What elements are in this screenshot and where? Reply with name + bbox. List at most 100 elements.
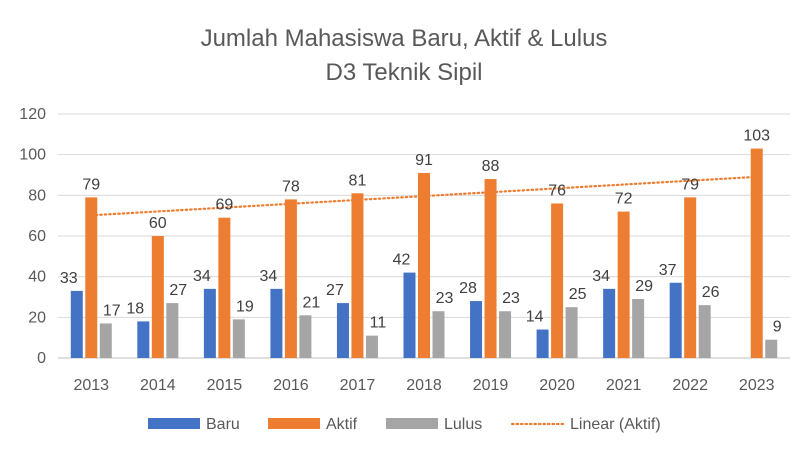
- data-label-aktif: 79: [681, 176, 699, 193]
- data-label-lulus: 25: [569, 286, 587, 303]
- data-label-aktif: 88: [482, 158, 500, 175]
- legend-item-aktif: Aktif: [268, 416, 358, 433]
- y-tick-label: 120: [19, 106, 46, 123]
- legend-item-baru: Baru: [148, 416, 240, 433]
- data-label-baru: 34: [260, 268, 278, 285]
- data-labels: 33 18 34 34 27 42 28 14 34 37 79 60 69 78 81 91 88 76 72 79…: [60, 128, 782, 336]
- x-tick-label: 2022: [672, 377, 708, 394]
- legend-label: Lulus: [444, 416, 482, 433]
- x-tick-label: 2013: [73, 377, 109, 394]
- data-label-lulus: 19: [236, 298, 254, 315]
- bar-baru: [137, 321, 150, 358]
- chart-title-line-2: D3 Teknik Sipil: [326, 59, 483, 86]
- bar-aktif: [750, 148, 763, 358]
- data-label-aktif: 103: [743, 128, 770, 145]
- data-label-lulus: 23: [436, 290, 454, 307]
- data-label-aktif: 76: [548, 182, 566, 199]
- data-label-lulus: 11: [370, 315, 387, 332]
- y-tick-label: 20: [28, 309, 46, 326]
- x-axis-tick-labels: 2013 2014 2015 2016 2017 2018 2019 2020 2021 2022…: [73, 377, 774, 394]
- bar-baru: [470, 301, 483, 358]
- x-tick-label: 2019: [473, 377, 509, 394]
- data-label-lulus: 26: [702, 284, 720, 301]
- bar-lulus: [698, 305, 711, 358]
- data-label-lulus: 29: [635, 278, 653, 295]
- bar-aktif: [684, 197, 697, 358]
- legend-label: Linear (Aktif): [570, 416, 661, 433]
- bar-aktif: [218, 217, 231, 358]
- data-label-aktif: 81: [349, 172, 367, 189]
- x-tick-label: 2016: [273, 377, 309, 394]
- x-tick-label: 2020: [539, 377, 575, 394]
- data-label-baru: 27: [326, 282, 344, 299]
- data-label-aktif: 91: [415, 152, 433, 169]
- legend: Baru Aktif Lulus Linear (Aktif): [148, 416, 661, 433]
- bar-lulus: [632, 299, 645, 358]
- bar-lulus: [166, 303, 179, 358]
- legend-item-lulus: Lulus: [386, 416, 482, 433]
- data-label-aktif: 78: [282, 178, 300, 195]
- legend-label: Aktif: [326, 416, 358, 433]
- data-label-aktif: 72: [615, 191, 633, 208]
- bar-aktif: [151, 236, 164, 358]
- bar-lulus: [99, 323, 112, 358]
- x-tick-label: 2018: [406, 377, 442, 394]
- x-tick-label: 2017: [340, 377, 376, 394]
- bar-aktif: [351, 193, 364, 358]
- bar-lulus: [365, 335, 378, 358]
- x-tick-label: 2014: [140, 377, 176, 394]
- bar-lulus: [499, 311, 512, 358]
- data-label-lulus: 27: [169, 282, 187, 299]
- bar-lulus: [432, 311, 445, 358]
- trendline-linear-aktif: [90, 175, 758, 217]
- data-label-baru: 18: [126, 300, 144, 317]
- data-label-baru: 42: [393, 252, 411, 269]
- x-tick-label: 2015: [207, 377, 243, 394]
- data-label-aktif: 69: [215, 197, 233, 214]
- legend-item-linear-aktif: Linear (Aktif): [510, 416, 661, 433]
- data-label-lulus: 9: [773, 319, 782, 336]
- bar-lulus: [765, 339, 778, 358]
- bar-aktif: [551, 203, 564, 358]
- x-tick-label: 2021: [606, 377, 642, 394]
- data-label-aktif: 60: [149, 215, 167, 232]
- bar-aktif: [484, 179, 497, 358]
- bar-aktif: [617, 211, 630, 358]
- y-tick-label: 100: [19, 147, 46, 164]
- bar-lulus: [232, 319, 245, 358]
- bar-aktif: [284, 199, 297, 358]
- bar-baru: [403, 272, 416, 358]
- y-tick-label: 60: [28, 228, 46, 245]
- data-label-lulus: 21: [303, 294, 321, 311]
- data-label-baru: 34: [193, 268, 211, 285]
- y-tick-label: 40: [28, 269, 46, 286]
- legend-swatch: [268, 418, 320, 429]
- bars: [70, 148, 778, 358]
- y-tick-label: 0: [37, 350, 46, 367]
- bar-lulus: [565, 307, 578, 358]
- bar-aktif: [418, 172, 430, 358]
- trendline-layer: [90, 175, 758, 217]
- legend-swatch: [148, 418, 200, 429]
- data-label-baru: 34: [592, 268, 610, 285]
- data-label-lulus: 23: [502, 290, 520, 307]
- data-label-baru: 14: [526, 309, 544, 326]
- bar-baru: [70, 290, 83, 358]
- bar-aktif: [85, 197, 98, 358]
- bar-baru: [536, 329, 549, 358]
- data-label-lulus: 17: [103, 302, 121, 319]
- legend-swatch: [386, 418, 438, 429]
- chart-title-line-1: Jumlah Mahasiswa Baru, Aktif & Lulus: [201, 25, 608, 52]
- bar-baru: [669, 282, 682, 358]
- bar-baru: [270, 288, 283, 358]
- bar-baru: [603, 288, 616, 358]
- bar-baru: [203, 288, 216, 358]
- bar-lulus: [299, 315, 312, 358]
- data-label-aktif: 79: [82, 176, 100, 193]
- data-label-baru: 28: [459, 280, 477, 297]
- x-tick-label: 2023: [739, 377, 775, 394]
- bar-baru: [336, 303, 349, 358]
- data-label-baru: 37: [659, 262, 677, 279]
